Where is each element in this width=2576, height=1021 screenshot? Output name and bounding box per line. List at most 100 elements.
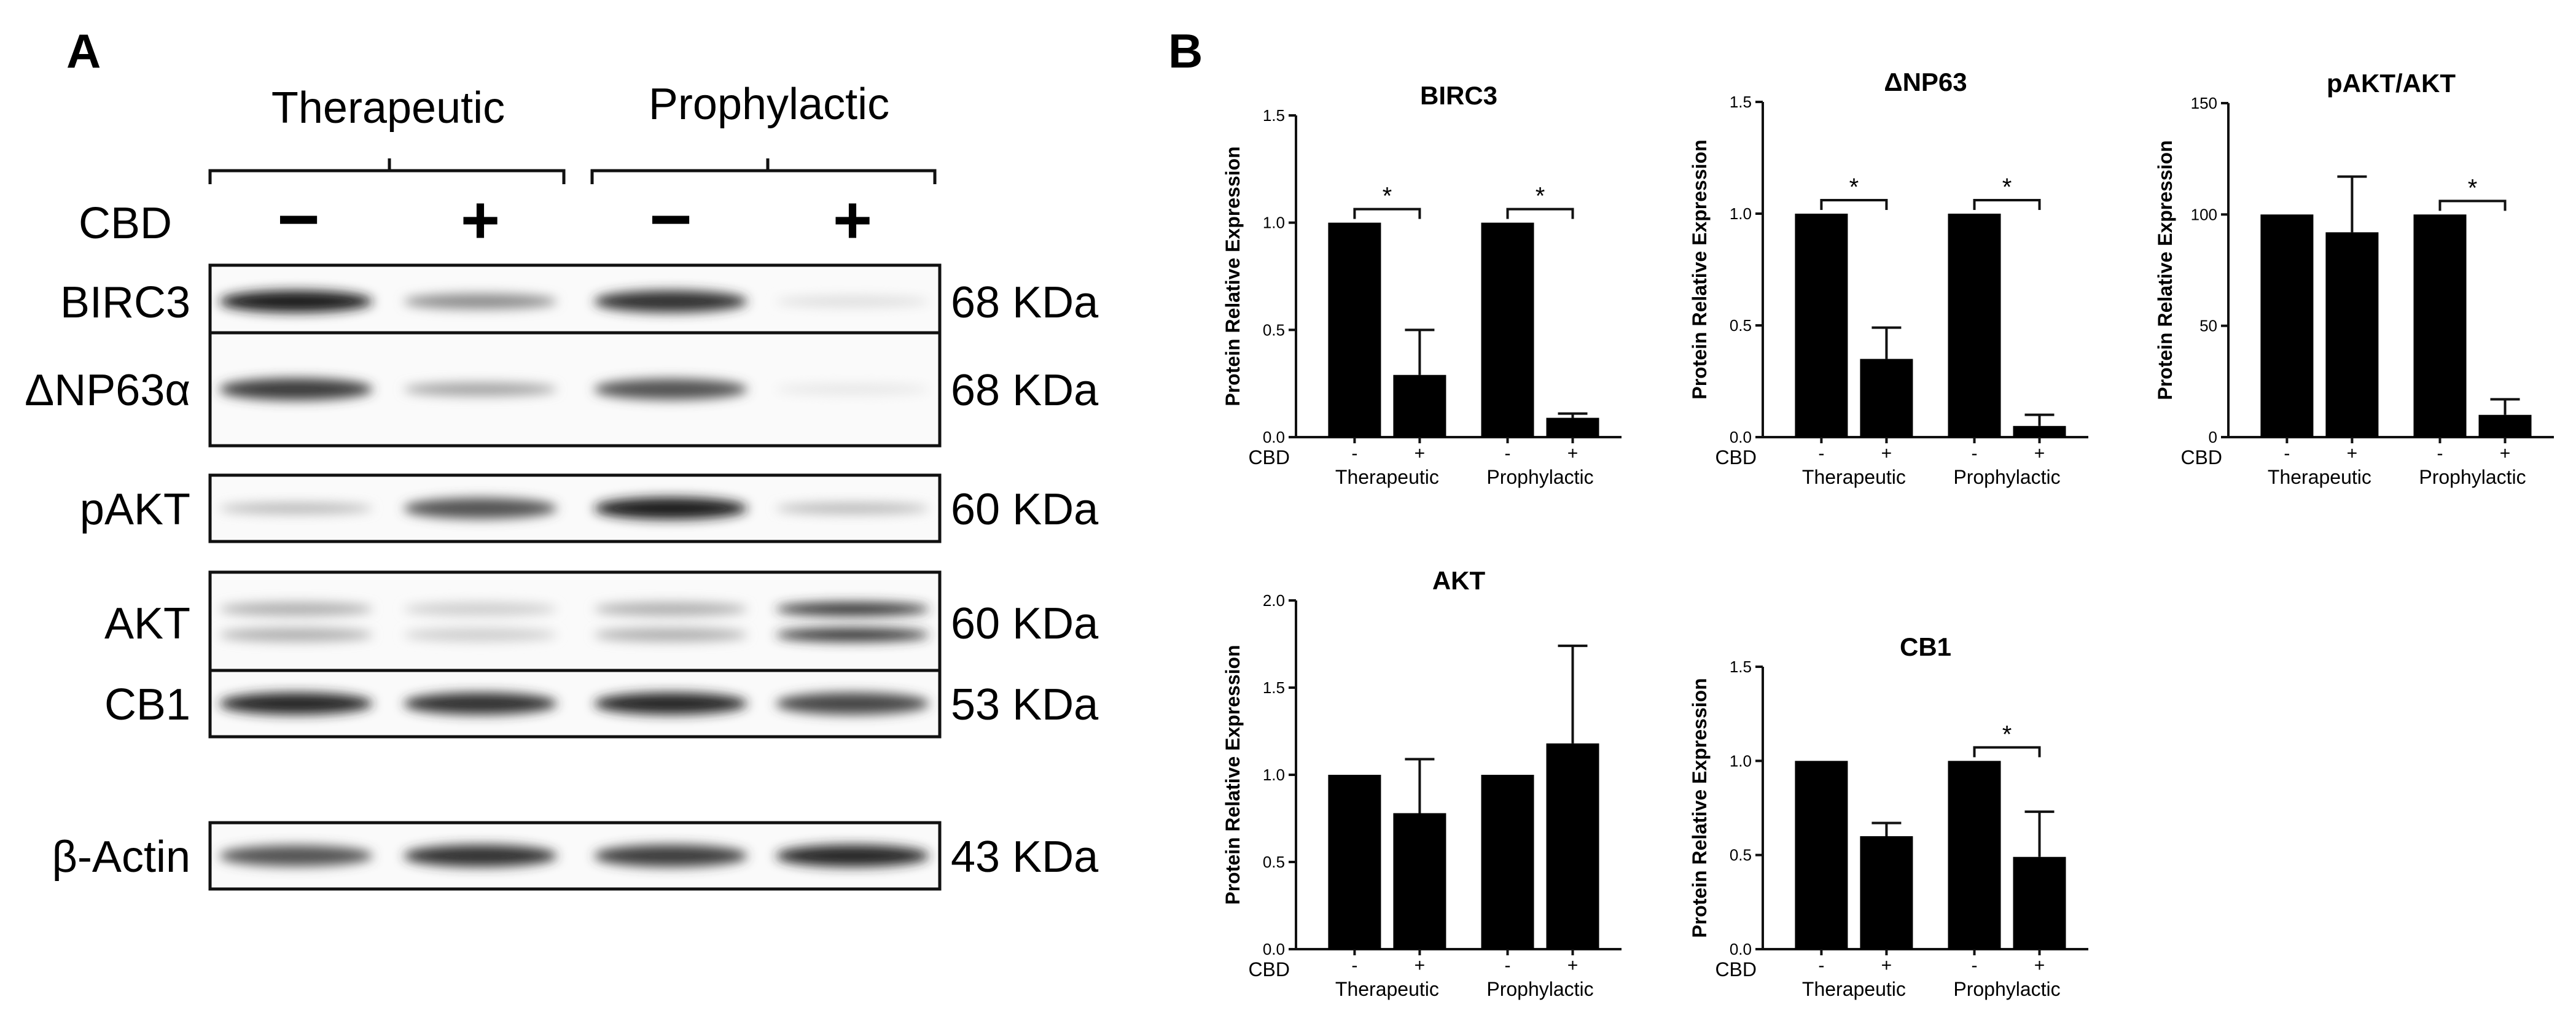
blot-strip xyxy=(208,570,942,675)
group-axis-label: Therapeutic xyxy=(2268,466,2371,488)
bar xyxy=(1328,222,1381,437)
blot-band xyxy=(219,602,373,616)
y-tick-label: 0.5 xyxy=(1263,320,1285,339)
group-axis-label: Prophylactic xyxy=(1953,978,2060,1000)
blot-band xyxy=(404,293,557,309)
blot-protein-label: BIRC3 xyxy=(60,278,190,327)
blot-band xyxy=(776,602,929,616)
blot-band xyxy=(404,845,557,867)
x-category-sign: - xyxy=(1972,443,1978,464)
blot-band xyxy=(776,384,929,395)
y-tick-label: 0.0 xyxy=(1730,428,1752,446)
bar xyxy=(1393,375,1446,437)
bar xyxy=(1948,761,2001,949)
bracket-therapeutic xyxy=(208,158,566,184)
y-axis-label: Protein Relative Expression xyxy=(1688,678,1711,938)
blot-band xyxy=(404,382,557,396)
chart-title: AKT xyxy=(1432,566,1486,595)
blot-protein-label: pAKT xyxy=(80,485,190,534)
blot-protein-label: AKT xyxy=(104,599,190,648)
bar xyxy=(1860,836,1913,949)
cbd-axis-label: CBD xyxy=(1715,446,1757,468)
blot-size-label: 53 KDa xyxy=(951,680,1099,729)
blot-protein-label: β-Actin xyxy=(52,833,190,882)
x-category-sign: + xyxy=(1881,443,1892,464)
cbd-axis-label: CBD xyxy=(2180,446,2222,468)
group-label-prophylactic: Prophylactic xyxy=(649,80,889,129)
blot-band xyxy=(776,503,929,514)
lane-sign-3: − xyxy=(649,178,692,260)
chart-title: BIRC3 xyxy=(1420,81,1497,110)
y-axis-label: Protein Relative Expression xyxy=(1688,139,1711,399)
blot-band xyxy=(594,693,747,715)
x-category-sign: + xyxy=(1415,443,1426,464)
bar xyxy=(2260,214,2314,437)
blot-band xyxy=(219,378,373,400)
y-tick-label: 0.5 xyxy=(1263,853,1285,871)
y-tick-label: 0.0 xyxy=(1263,940,1285,958)
y-tick-label: 2.0 xyxy=(1263,591,1285,610)
significance-star: * xyxy=(1536,183,1545,210)
y-tick-label: 1.0 xyxy=(1263,214,1285,232)
blot-band xyxy=(219,628,373,642)
y-tick-label: 0 xyxy=(2209,428,2217,446)
y-tick-label: 0.0 xyxy=(1263,428,1285,446)
blot-size-label: 60 KDa xyxy=(951,485,1099,534)
y-tick-label: 0.0 xyxy=(1730,940,1752,958)
bar xyxy=(2013,425,2066,437)
y-tick-label: 0.5 xyxy=(1730,846,1752,864)
x-category-sign: - xyxy=(2284,443,2290,464)
blot-band xyxy=(776,628,929,642)
group-axis-label: Prophylactic xyxy=(1486,466,1593,488)
significance-bracket xyxy=(1820,199,1888,210)
significance-bracket xyxy=(1973,199,2041,210)
x-category-sign: - xyxy=(2437,443,2443,464)
x-category-sign: - xyxy=(1505,443,1511,464)
x-category-sign: + xyxy=(2034,955,2045,976)
blot-band xyxy=(404,497,557,519)
y-tick-label: 1.5 xyxy=(1263,678,1285,697)
significance-star: * xyxy=(1849,174,1859,201)
group-axis-label: Prophylactic xyxy=(1486,978,1593,1000)
chart-title: CB1 xyxy=(1900,632,1951,661)
x-category-sign: - xyxy=(1818,955,1824,976)
x-category-sign: - xyxy=(1972,955,1978,976)
x-category-sign: + xyxy=(2347,443,2358,464)
group-axis-label: Therapeutic xyxy=(1335,978,1439,1000)
group-axis-label: Prophylactic xyxy=(2419,466,2526,488)
x-category-sign: + xyxy=(1567,443,1579,464)
panel-a-letter: A xyxy=(66,24,101,78)
blot-band xyxy=(776,693,929,715)
chart-title: ΔNP63 xyxy=(1884,68,1967,96)
significance-star: * xyxy=(2468,174,2478,201)
y-axis-label: Protein Relative Expression xyxy=(1222,146,1244,406)
blot-band xyxy=(594,602,747,616)
bar xyxy=(1546,743,1599,949)
blot-band xyxy=(219,845,373,867)
cbd-axis-label: CBD xyxy=(1248,446,1290,468)
blot-band xyxy=(594,378,747,400)
group-label-therapeutic: Therapeutic xyxy=(271,83,505,133)
x-category-sign: + xyxy=(1567,955,1579,976)
blot-band xyxy=(219,693,373,715)
bar xyxy=(1795,214,1848,437)
chart-title: pAKT/AKT xyxy=(2327,69,2456,98)
blot-size-label: 60 KDa xyxy=(951,599,1099,648)
lane-sign-1: − xyxy=(277,178,320,260)
y-tick-label: 1.5 xyxy=(1730,93,1752,111)
significance-bracket xyxy=(1973,746,2041,758)
bar xyxy=(1795,761,1848,949)
blot-band xyxy=(594,497,747,519)
bar xyxy=(2413,214,2467,437)
x-category-sign: + xyxy=(2500,443,2511,464)
y-tick-label: 1.5 xyxy=(1730,658,1752,676)
blot-band xyxy=(594,845,747,867)
group-axis-label: Prophylactic xyxy=(1953,466,2060,488)
blot-size-label: 68 KDa xyxy=(951,278,1099,327)
cbd-axis-label: CBD xyxy=(1248,958,1290,980)
group-axis-label: Therapeutic xyxy=(1802,466,1906,488)
x-category-sign: - xyxy=(1505,955,1511,976)
bar xyxy=(2478,414,2532,437)
y-tick-label: 1.0 xyxy=(1730,751,1752,770)
